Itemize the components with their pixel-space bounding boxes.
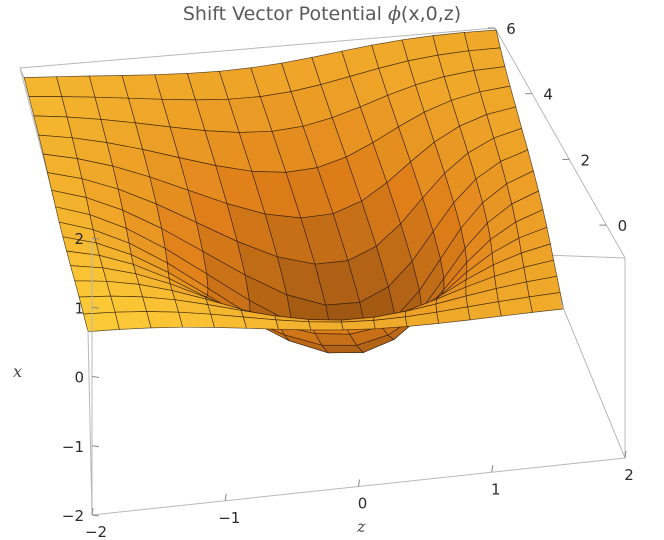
z-tick-label: 0 <box>358 495 368 513</box>
surface-patch <box>463 29 501 52</box>
z-tick-mark <box>491 465 494 473</box>
box-edge <box>19 27 496 69</box>
box-edge <box>494 27 626 259</box>
surface-patch <box>74 280 112 298</box>
surface-patch <box>275 319 312 331</box>
surface-patch <box>56 75 96 98</box>
surface-patch <box>341 320 376 331</box>
z-axis-label: z <box>356 517 366 536</box>
x-tick-label: −1 <box>62 438 84 456</box>
surface-patch <box>83 311 120 332</box>
value-tick-label: 6 <box>506 20 516 38</box>
surface-patch <box>70 265 108 282</box>
chart-title: Shift Vector Potential ϕ(x,0,z) <box>183 3 461 25</box>
x-tick-label: 2 <box>74 230 84 248</box>
x-tick-label: −2 <box>62 507 84 525</box>
title-args: (x,0,z) <box>401 3 461 25</box>
surface-patch <box>33 115 73 139</box>
title-phi: ϕ <box>388 3 401 25</box>
surface-patch <box>23 76 63 97</box>
x-tick-mark <box>91 306 100 309</box>
box-edge <box>559 299 626 459</box>
surface-patch <box>110 295 148 313</box>
title-main: Shift Vector Potential <box>183 3 388 25</box>
value-tick-label: 2 <box>581 151 591 169</box>
x-tick-label: 0 <box>74 369 84 387</box>
surface-patch <box>28 96 68 118</box>
z-tick-mark <box>91 507 94 516</box>
z-tick-label: 1 <box>491 480 501 498</box>
surface-patch <box>61 96 102 120</box>
axis-ticks: −2 −1 0 1 2 −2 −1 0 1 2 0 2 4 6 <box>62 20 634 540</box>
x-tick-mark <box>91 376 100 378</box>
x-tick-mark <box>91 445 100 448</box>
x-tick-mark <box>91 514 100 517</box>
box-edge <box>87 329 93 516</box>
z-tick-mark <box>358 479 360 487</box>
x-axis-label: x <box>13 362 22 381</box>
surface-patch <box>88 75 129 99</box>
z-tick-label: −1 <box>218 509 240 527</box>
z-tick-label: −2 <box>85 523 107 540</box>
surface-patch <box>78 295 116 315</box>
surface-patch <box>114 311 152 330</box>
surface-patch <box>528 292 565 313</box>
z-tick-label: 2 <box>624 466 634 484</box>
x-tick-label: 1 <box>74 299 84 317</box>
surface <box>23 29 565 354</box>
x-tick-mark <box>91 237 100 240</box>
value-tick-label: 0 <box>618 217 628 235</box>
surface-patch <box>308 321 344 331</box>
z-tick-mark <box>624 450 627 459</box>
value-tick-label: 4 <box>543 86 553 104</box>
z-tick-mark <box>224 493 227 501</box>
surface-patch <box>146 311 184 329</box>
surface-patch <box>178 311 215 328</box>
